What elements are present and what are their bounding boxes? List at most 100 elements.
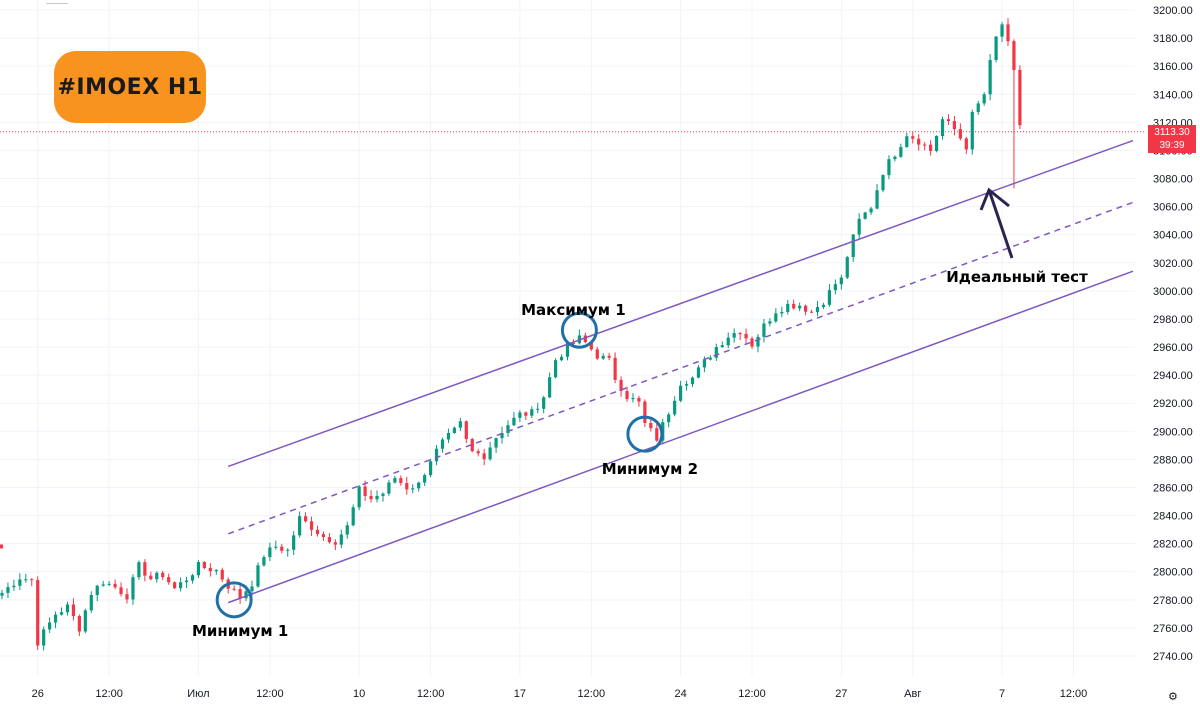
minimum-1-circle bbox=[215, 581, 253, 619]
candle-body bbox=[303, 516, 308, 522]
y-tick-label: 2860.00 bbox=[1153, 482, 1193, 494]
candle-body bbox=[405, 483, 409, 490]
y-tick-label: 3020.00 bbox=[1153, 258, 1193, 270]
trend-channel bbox=[227, 139, 1134, 604]
candle-body bbox=[125, 594, 129, 600]
candle-body bbox=[351, 507, 355, 526]
candle-body bbox=[809, 311, 814, 313]
x-tick-label: 17 bbox=[514, 688, 526, 700]
candle-body bbox=[59, 612, 64, 615]
candle-body bbox=[500, 433, 504, 439]
candle-body bbox=[553, 360, 558, 378]
candle-body bbox=[625, 391, 629, 400]
candle-body bbox=[952, 121, 957, 130]
candle-body bbox=[988, 59, 992, 95]
candle-body bbox=[762, 323, 766, 337]
candle-body bbox=[506, 425, 510, 434]
candle-body bbox=[589, 342, 593, 350]
candle-body bbox=[292, 535, 296, 550]
y-tick-label: 3040.00 bbox=[1153, 230, 1193, 242]
candle-body bbox=[696, 367, 701, 378]
candle-body bbox=[804, 305, 808, 312]
candle-body bbox=[893, 156, 897, 160]
candle-body bbox=[333, 542, 337, 545]
candle-body bbox=[1012, 41, 1016, 70]
candle-body bbox=[637, 397, 641, 402]
y-tick-label: 2880.00 bbox=[1153, 454, 1193, 466]
candle-body bbox=[929, 144, 933, 151]
candle-body bbox=[905, 136, 909, 148]
candle-body bbox=[548, 377, 552, 398]
x-tick-label: Июл bbox=[187, 688, 209, 700]
candle-body bbox=[869, 208, 873, 213]
bar-countdown: 39:39 bbox=[1159, 140, 1185, 151]
candle-body bbox=[458, 421, 462, 428]
candle-body bbox=[619, 379, 623, 392]
x-tick-label: 12:00 bbox=[417, 688, 445, 700]
candle-body bbox=[982, 94, 986, 104]
candle-body bbox=[1006, 24, 1010, 42]
candle-body bbox=[280, 546, 284, 551]
price-axis[interactable]: 2740.00 2760.00 2780.00 2800.00 2820.00 2840.… bbox=[1153, 5, 1193, 663]
candle-body bbox=[0, 592, 4, 596]
candle-body bbox=[161, 572, 165, 578]
candle-body bbox=[482, 453, 486, 460]
time-axis[interactable]: 26 12:00 Июл 12:00 10 12:00 17 12:00 24 12:00 27 Ав… bbox=[32, 688, 1088, 700]
gear-icon[interactable]: ⚙ bbox=[1168, 691, 1178, 703]
candle-body bbox=[95, 585, 99, 596]
candle-body bbox=[958, 129, 962, 139]
candle-body bbox=[881, 175, 885, 191]
candle-body bbox=[940, 119, 945, 137]
candle-body bbox=[208, 567, 212, 572]
candle-body bbox=[821, 304, 826, 308]
channel-upper-line bbox=[227, 139, 1134, 468]
candle-body bbox=[512, 417, 516, 426]
candle-body bbox=[411, 488, 415, 490]
candle-body bbox=[559, 356, 564, 361]
candle-body bbox=[530, 409, 534, 416]
candle-body bbox=[768, 321, 772, 324]
candle-body bbox=[262, 557, 266, 566]
x-tick-label: 10 bbox=[353, 688, 365, 700]
candle-body bbox=[428, 461, 433, 476]
candle-body bbox=[315, 529, 320, 535]
candle-body bbox=[452, 427, 456, 433]
x-tick-label: 12:00 bbox=[95, 688, 123, 700]
candle-body bbox=[917, 138, 921, 145]
candle-body bbox=[327, 537, 331, 543]
y-tick-label: 3140.00 bbox=[1153, 89, 1193, 101]
grid bbox=[0, 0, 1135, 676]
candle-body bbox=[470, 439, 474, 452]
candle-body bbox=[65, 604, 70, 613]
candle-body bbox=[690, 377, 695, 385]
candle-body bbox=[173, 582, 177, 589]
arrow-shaft bbox=[987, 189, 1014, 259]
candle-body bbox=[387, 482, 391, 494]
candle-body bbox=[524, 412, 528, 416]
candle-body bbox=[101, 584, 105, 586]
candle-body bbox=[488, 447, 492, 460]
candle-body bbox=[113, 583, 117, 588]
candle-body bbox=[923, 144, 927, 146]
candle-body bbox=[6, 587, 10, 593]
candle-body bbox=[899, 147, 903, 157]
minimum-2-circle bbox=[626, 415, 664, 453]
candle-body bbox=[631, 397, 635, 400]
candle-body bbox=[673, 400, 677, 415]
candle-body bbox=[464, 421, 468, 440]
maximum-1-label: Максимум 1 bbox=[521, 301, 626, 319]
candle-body bbox=[720, 345, 724, 348]
candle-body bbox=[190, 575, 195, 581]
y-tick-label: 3000.00 bbox=[1153, 286, 1193, 298]
x-tick-label: 7 bbox=[999, 688, 1005, 700]
candle-body bbox=[12, 585, 16, 588]
candle-body bbox=[732, 333, 736, 338]
y-tick-label: 3060.00 bbox=[1153, 202, 1193, 214]
candle-body bbox=[655, 428, 659, 441]
annotations: Минимум 1 Максимум 1 Минимум 2 Идеальный те… bbox=[192, 187, 1088, 640]
candle-body bbox=[518, 412, 522, 418]
x-tick-label: 12:00 bbox=[1060, 688, 1088, 700]
candle-body bbox=[649, 422, 653, 429]
candle-body bbox=[434, 448, 439, 462]
